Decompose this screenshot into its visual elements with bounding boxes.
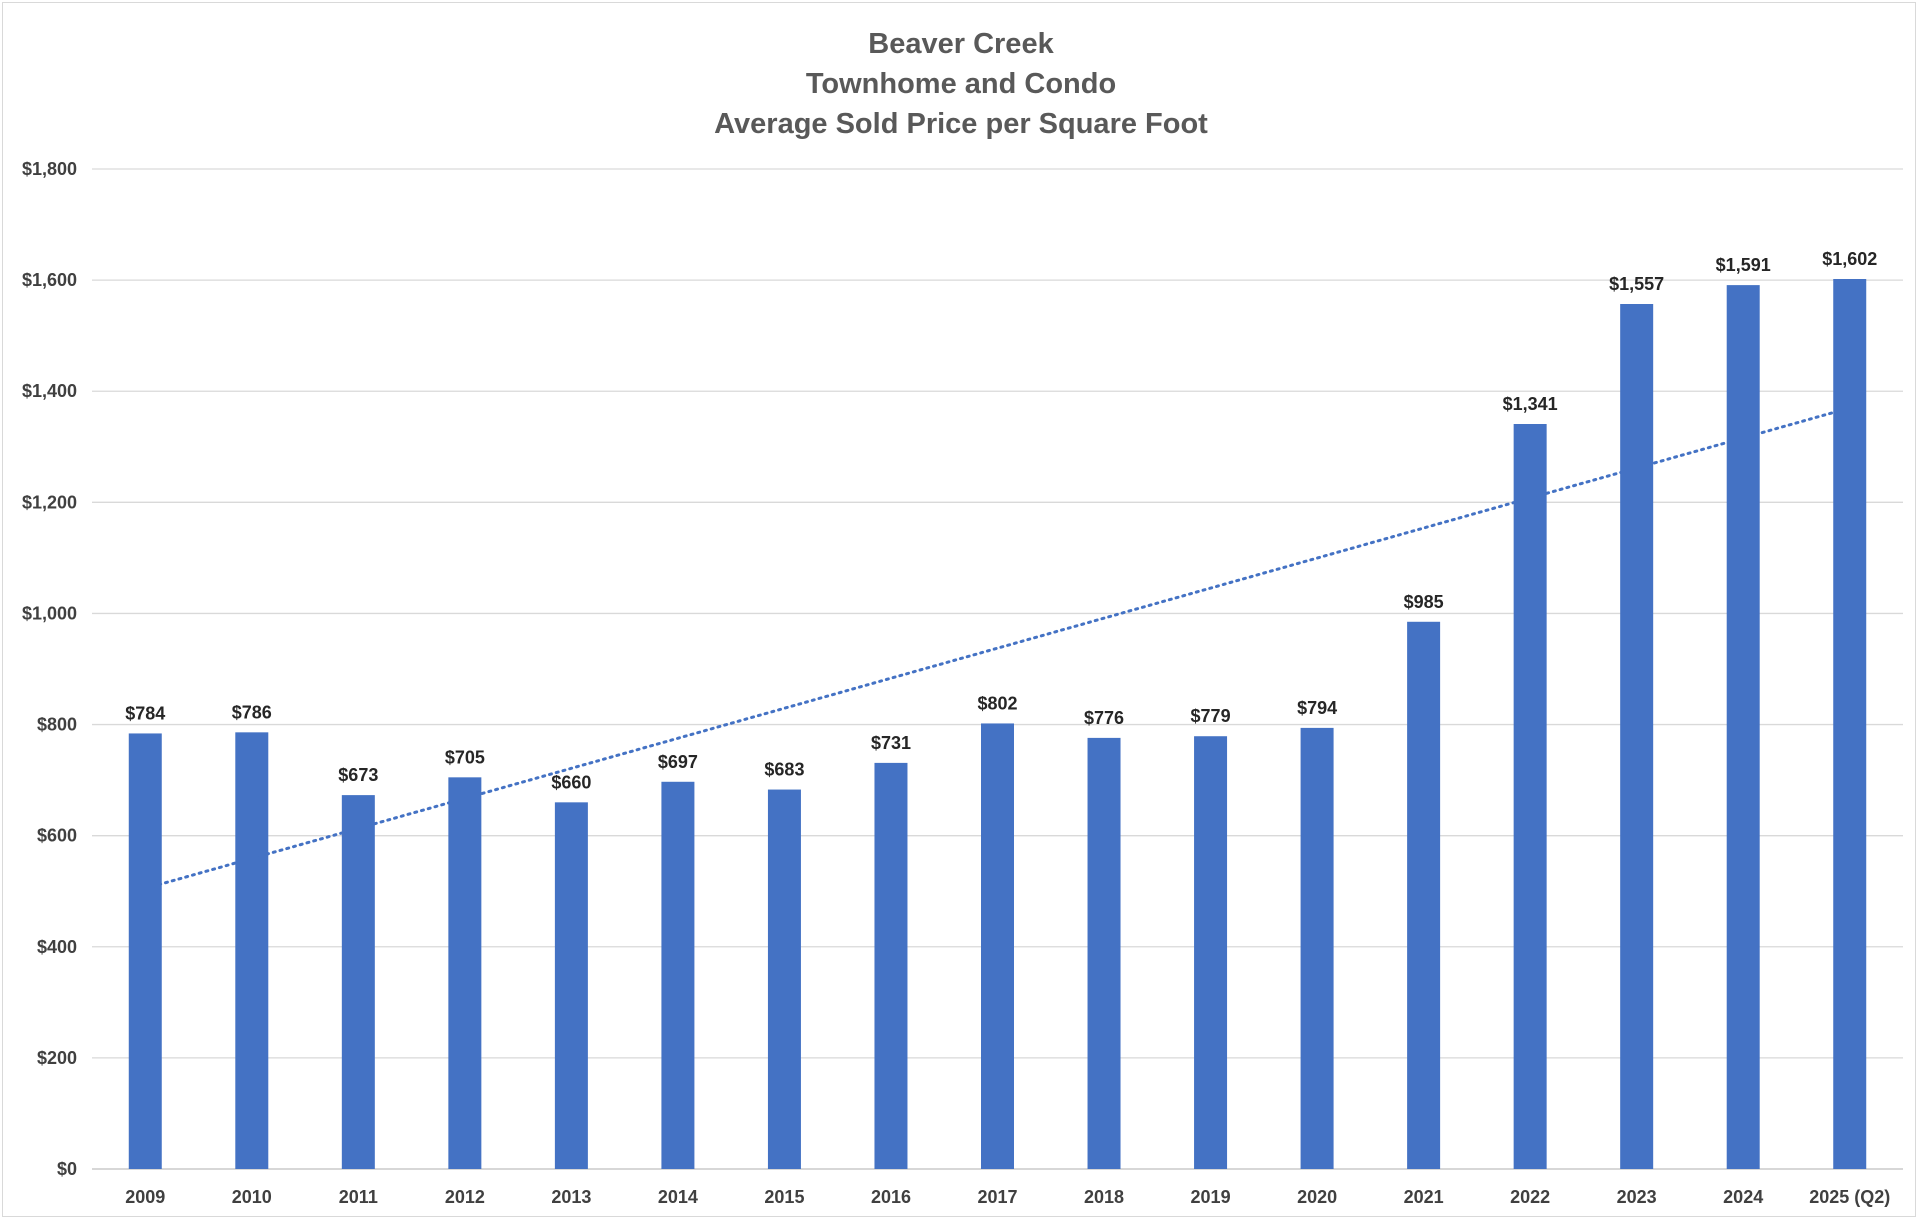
data-labels: $784 $786 $673 $705 $660 $697 $683 $731 $802 $776…: [125, 249, 1877, 792]
x-tick-label: 2022: [1510, 1187, 1550, 1207]
data-label: $1,341: [1503, 394, 1558, 414]
data-label: $1,602: [1822, 249, 1877, 269]
data-label: $673: [338, 765, 378, 785]
data-label: $1,557: [1609, 274, 1664, 294]
data-label: $985: [1404, 592, 1444, 612]
x-tick-label: 2024: [1723, 1187, 1763, 1207]
data-label: $660: [551, 772, 591, 792]
chart-title-line-3: Average Sold Price per Square Foot: [714, 108, 1208, 140]
bar: [235, 732, 269, 1169]
data-label: $786: [232, 702, 272, 722]
x-tick-label: 2018: [1084, 1187, 1124, 1207]
bar: [1513, 424, 1547, 1169]
x-tick-label: 2014: [658, 1187, 698, 1207]
chart-title-line-2: Townhome and Condo: [806, 68, 1116, 100]
chart-title-line-1: Beaver Creek: [868, 28, 1054, 60]
bar: [661, 781, 695, 1169]
bar: [1194, 736, 1228, 1169]
trendline: [143, 406, 1852, 890]
x-tick-label: 2011: [339, 1187, 378, 1207]
bar: [1620, 304, 1654, 1169]
x-tick-label: 2017: [977, 1187, 1017, 1207]
y-tick-label: $1,400: [22, 381, 77, 401]
data-label: $683: [764, 760, 804, 780]
bar: [554, 802, 588, 1169]
y-axis-tick-labels: $0 $200 $400 $600 $800 $1,000 $1,200 $1,400 $1,6…: [22, 159, 77, 1179]
bar: [128, 733, 162, 1169]
data-label: $1,591: [1716, 255, 1771, 275]
y-tick-label: $800: [37, 715, 77, 735]
y-tick-label: $1,800: [22, 159, 77, 179]
x-tick-label: 2009: [125, 1187, 165, 1207]
x-tick-label: 2013: [551, 1187, 591, 1207]
x-tick-label: 2020: [1297, 1187, 1337, 1207]
data-label: $784: [125, 703, 165, 723]
data-label: $794: [1297, 698, 1337, 718]
y-tick-label: $600: [37, 826, 77, 846]
bar-series: [128, 279, 1867, 1170]
bar: [981, 723, 1014, 1169]
x-tick-label: 2021: [1404, 1187, 1444, 1207]
chart-title: Beaver Creek Townhome and Condo Average …: [714, 28, 1208, 140]
x-tick-label: 2023: [1617, 1187, 1657, 1207]
data-label: $776: [1084, 708, 1124, 728]
x-tick-label: 2012: [445, 1187, 485, 1207]
chart-svg: Beaver Creek Townhome and Condo Average …: [22, 28, 1903, 1207]
y-tick-label: $1,600: [22, 270, 77, 290]
data-label: $802: [977, 693, 1017, 713]
x-tick-label: 2025 (Q2): [1809, 1187, 1890, 1207]
trendline-layer: [143, 406, 1852, 890]
bar: [1407, 621, 1441, 1169]
x-tick-label: 2016: [871, 1187, 911, 1207]
bar: [341, 795, 375, 1169]
y-tick-label: $400: [37, 937, 77, 957]
x-tick-label: 2015: [764, 1187, 804, 1207]
x-axis-tick-labels: 2009 2010 2011 2012 2013 2014 2015 2016 2017 2018…: [125, 1187, 1890, 1207]
bar: [1087, 737, 1121, 1169]
y-tick-label: $1,200: [22, 492, 77, 512]
data-label: $779: [1191, 706, 1231, 726]
data-label: $731: [871, 733, 911, 753]
bar: [1833, 279, 1867, 1169]
data-label: $697: [658, 752, 698, 772]
x-tick-label: 2019: [1191, 1187, 1231, 1207]
bar: [767, 789, 801, 1169]
bar: [1300, 727, 1334, 1169]
bar: [874, 762, 908, 1169]
y-tick-label: $0: [57, 1159, 77, 1179]
y-tick-label: $1,000: [22, 603, 77, 623]
bar: [448, 777, 482, 1169]
bar: [1726, 285, 1760, 1170]
y-tick-label: $200: [37, 1048, 77, 1068]
data-label: $705: [445, 747, 485, 767]
x-tick-label: 2010: [232, 1187, 272, 1207]
